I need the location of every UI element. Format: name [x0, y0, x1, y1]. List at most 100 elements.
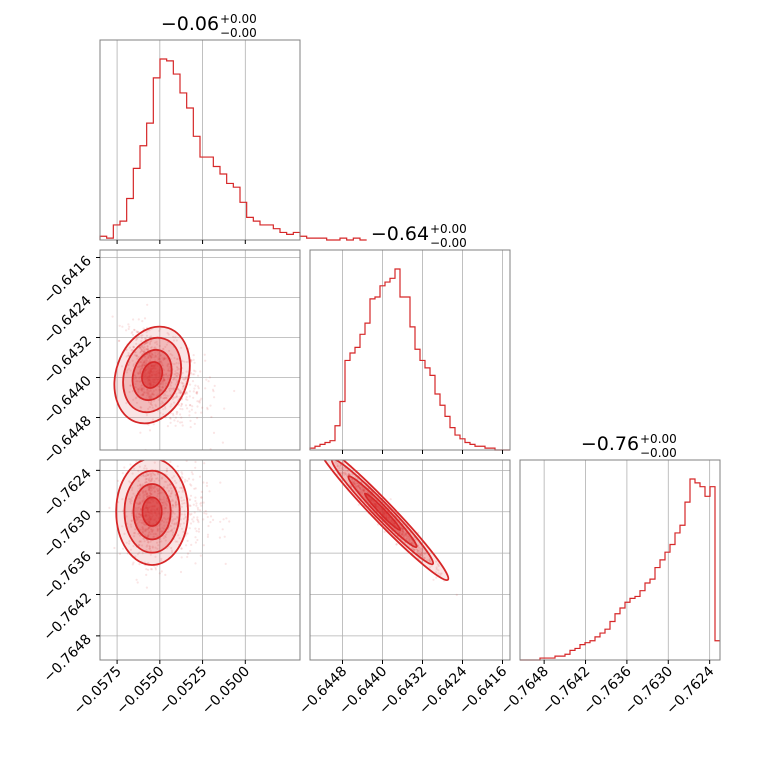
sample-point [164, 394, 167, 397]
sample-point [399, 531, 402, 534]
sample-point [176, 367, 179, 370]
sample-point [141, 531, 144, 534]
sample-point [143, 363, 146, 366]
sample-point [145, 528, 148, 531]
sample-point [151, 545, 154, 548]
sample-point [156, 547, 159, 550]
sample-point [142, 361, 145, 364]
sample-point [178, 390, 181, 393]
sample-point [173, 373, 176, 376]
sample-point [197, 387, 200, 390]
sample-point [183, 502, 186, 505]
sample-point [141, 344, 144, 347]
sample-point [319, 453, 321, 455]
sample-point [127, 352, 130, 355]
sample-point [342, 471, 345, 474]
sample-point [419, 553, 422, 556]
sample-point [171, 510, 175, 513]
sample-point [166, 357, 169, 360]
sample-point [359, 487, 362, 490]
sample-point [154, 403, 157, 406]
sample-point [139, 367, 142, 370]
sample-point [183, 510, 186, 513]
sample-point [405, 532, 408, 535]
sample-point [153, 346, 156, 349]
sample-point [142, 475, 145, 478]
sample-point [152, 389, 155, 393]
sample-point [118, 552, 122, 556]
sample-point [163, 506, 166, 509]
sample-point [347, 472, 350, 475]
sample-point [117, 339, 121, 342]
sample-point [147, 526, 150, 529]
sample-point [402, 531, 405, 534]
sample-point [132, 345, 135, 348]
sample-point [195, 530, 198, 533]
sample-point [166, 511, 170, 514]
sample-point [157, 544, 160, 547]
sample-point [412, 542, 416, 546]
sample-point [143, 481, 147, 484]
sample-point [184, 478, 187, 481]
sample-point [420, 552, 423, 555]
sample-point [136, 365, 139, 368]
sample-point [141, 358, 144, 362]
sample-point [145, 331, 148, 334]
sample-point [132, 532, 136, 535]
sample-point [142, 346, 145, 350]
sample-point [177, 391, 180, 394]
sample-point [130, 349, 133, 352]
sample-point [146, 389, 150, 392]
sample-point [139, 351, 142, 354]
sample-point [148, 488, 151, 491]
histogram-title-lower-1: −0.00 [430, 236, 467, 250]
sample-point [147, 355, 150, 358]
sample-point [139, 513, 142, 517]
sample-point [149, 475, 152, 478]
sample-point [418, 552, 421, 555]
sample-point [136, 508, 139, 512]
sample-point [406, 535, 409, 538]
sample-point [195, 502, 198, 505]
sample-point [165, 504, 168, 507]
sample-point [185, 392, 189, 395]
sample-point [179, 522, 182, 526]
sample-point [146, 303, 149, 306]
sample-point [142, 490, 145, 493]
sample-point [154, 355, 157, 359]
panel-2d-0 [100, 250, 300, 450]
sample-point [138, 371, 141, 374]
sample-point [169, 405, 172, 408]
sample-point [424, 551, 427, 554]
sample-point [426, 559, 429, 562]
sample-point [362, 489, 365, 492]
sample-point [143, 364, 146, 367]
sample-point [136, 581, 139, 584]
sample-point [153, 480, 156, 483]
sample-point [194, 487, 197, 490]
sample-point [158, 524, 161, 527]
sample-point [150, 568, 154, 571]
sample-point [163, 480, 166, 483]
sample-point [159, 527, 162, 531]
sample-point [209, 515, 213, 518]
sample-point [135, 513, 138, 516]
panel-2d-0-points [111, 303, 236, 450]
sample-point [150, 355, 153, 358]
sample-point [150, 474, 153, 477]
sample-point [156, 525, 159, 528]
sample-point [145, 334, 149, 337]
sample-point [145, 481, 148, 484]
sample-point [177, 534, 180, 537]
sample-point [353, 483, 356, 486]
sample-point [191, 405, 194, 408]
sample-point [176, 420, 179, 423]
sample-point [144, 478, 147, 481]
sample-point [145, 467, 148, 470]
sample-point [161, 519, 164, 522]
sample-point [150, 356, 153, 359]
sample-point [144, 491, 147, 494]
sample-point [188, 404, 192, 407]
sample-point [181, 408, 184, 411]
